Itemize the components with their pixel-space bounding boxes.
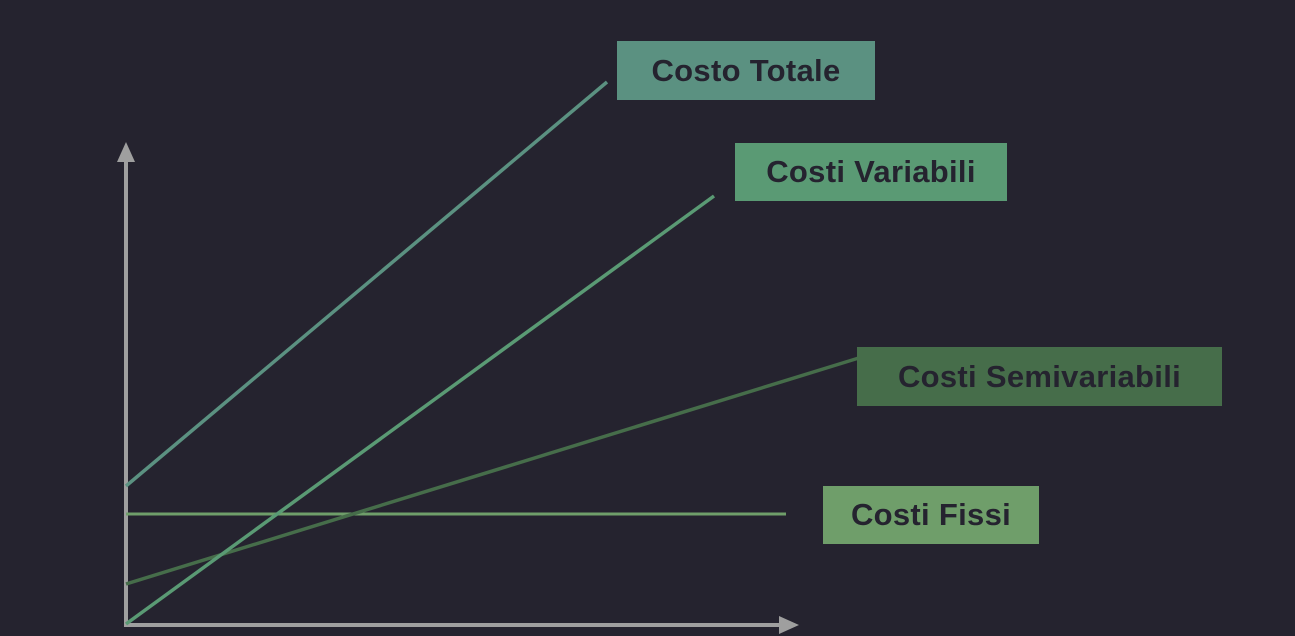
x-axis-arrowhead (779, 616, 799, 634)
variable-cost-label: Costi Variabili (735, 143, 1007, 201)
semivariable-cost-label: Costi Semivariabili (857, 347, 1222, 406)
semivariable-cost-line (125, 355, 863, 586)
y-axis-arrowhead (117, 142, 135, 162)
total-cost-label: Costo Totale (617, 41, 875, 100)
total-cost-line (124, 80, 609, 488)
fixed-cost-label: Costi Fissi (823, 486, 1039, 544)
variable-cost-line (124, 194, 716, 626)
